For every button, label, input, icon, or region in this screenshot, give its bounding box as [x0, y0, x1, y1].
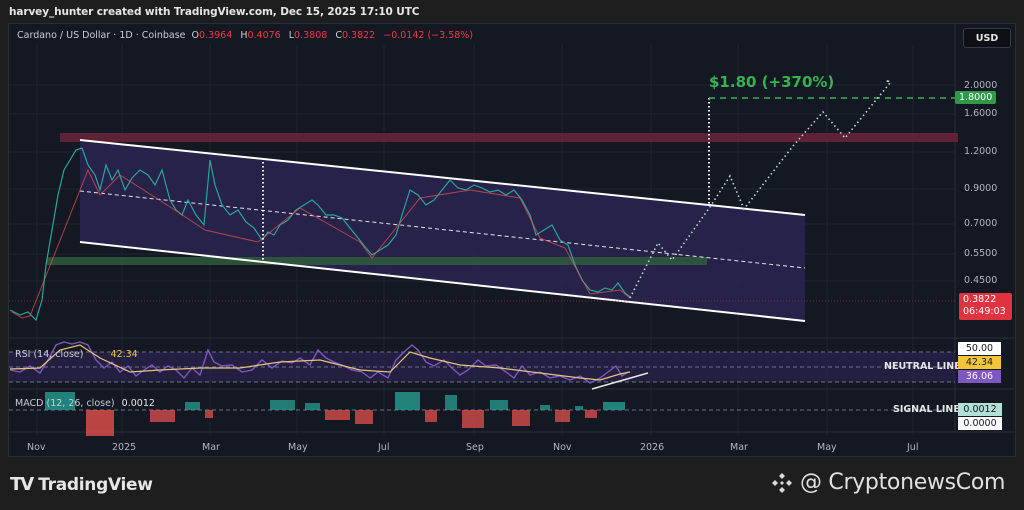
neutral-line-label: NEUTRAL LINE: [884, 361, 961, 372]
bar-countdown: 06:49:03: [963, 306, 1006, 317]
change-value: −0.0142 (−3.58%): [383, 30, 474, 41]
macd-value-tag: 0.0012: [958, 403, 1002, 416]
macd-histogram: [45, 392, 625, 436]
low-value: 0.3808: [294, 30, 328, 41]
time-tick: Jul: [378, 442, 390, 453]
support-zone: [47, 257, 707, 265]
time-tick: Sep: [466, 442, 484, 453]
open-value: 0.3964: [199, 30, 233, 41]
price-tick: 1.2000: [964, 146, 998, 157]
time-tick: May: [288, 442, 308, 453]
price-tick: 2.0000: [964, 80, 998, 91]
time-tick: Mar: [730, 442, 748, 453]
resistance-zone: [60, 133, 958, 142]
macd-title: MACD (12, 26, close) 0.0012: [15, 398, 155, 409]
projected-path: [629, 79, 893, 299]
symbol-name: Cardano / US Dollar · 1D · Coinbase: [17, 30, 186, 41]
time-tick: Mar: [202, 442, 220, 453]
currency-button[interactable]: USD: [963, 28, 1011, 48]
time-tick: 2025: [112, 442, 137, 453]
time-tick: Nov: [27, 442, 46, 453]
binance-diamond-icon: [772, 472, 792, 493]
price-tick: 1.6000: [964, 108, 998, 119]
time-tick: Nov: [553, 442, 572, 453]
tradingview-logo: TV TradingView: [10, 474, 153, 495]
rsi-value-tag: 36.06: [958, 370, 1001, 383]
time-tick: May: [817, 442, 837, 453]
target-annotation: $1.80 (+370%): [709, 73, 835, 91]
rsi-ma-line: [9, 344, 631, 381]
symbol-legend: Cardano / US Dollar · 1D · Coinbase O0.3…: [17, 30, 474, 41]
time-tick: Jul: [907, 442, 919, 453]
price-tick: 0.5500: [964, 248, 998, 259]
signal-line-label: SIGNAL LINE: [893, 404, 960, 415]
cryptonews-watermark: @ CryptonewsCom: [770, 470, 1005, 495]
price-tick: 0.4500: [964, 275, 998, 286]
rsi-line: [9, 341, 629, 384]
high-value: 0.4076: [247, 30, 281, 41]
target-price-tag: 1.8000: [955, 91, 997, 104]
chart-attribution: harvey_hunter created with TradingView.c…: [9, 6, 420, 18]
macd-zero-tag: 0.0000: [958, 417, 1002, 430]
price-series: [9, 147, 631, 322]
time-tick: 2026: [640, 442, 665, 453]
rsi-trendline: [591, 372, 649, 390]
price-tick: 0.7000: [964, 218, 998, 229]
tradingview-mark-icon: TV: [10, 474, 34, 495]
rsi-ma-tag: 42.34: [958, 356, 1001, 369]
last-price-tag: 0.3822 06:49:03: [959, 293, 1012, 320]
close-value: 0.3822: [341, 30, 376, 41]
descending-channel: [80, 140, 805, 321]
rsi-title: RSI (14, close) 42.34: [15, 349, 138, 360]
rsi-upper-tag: 50.00: [958, 342, 1001, 355]
price-tick: 0.9000: [964, 183, 998, 194]
